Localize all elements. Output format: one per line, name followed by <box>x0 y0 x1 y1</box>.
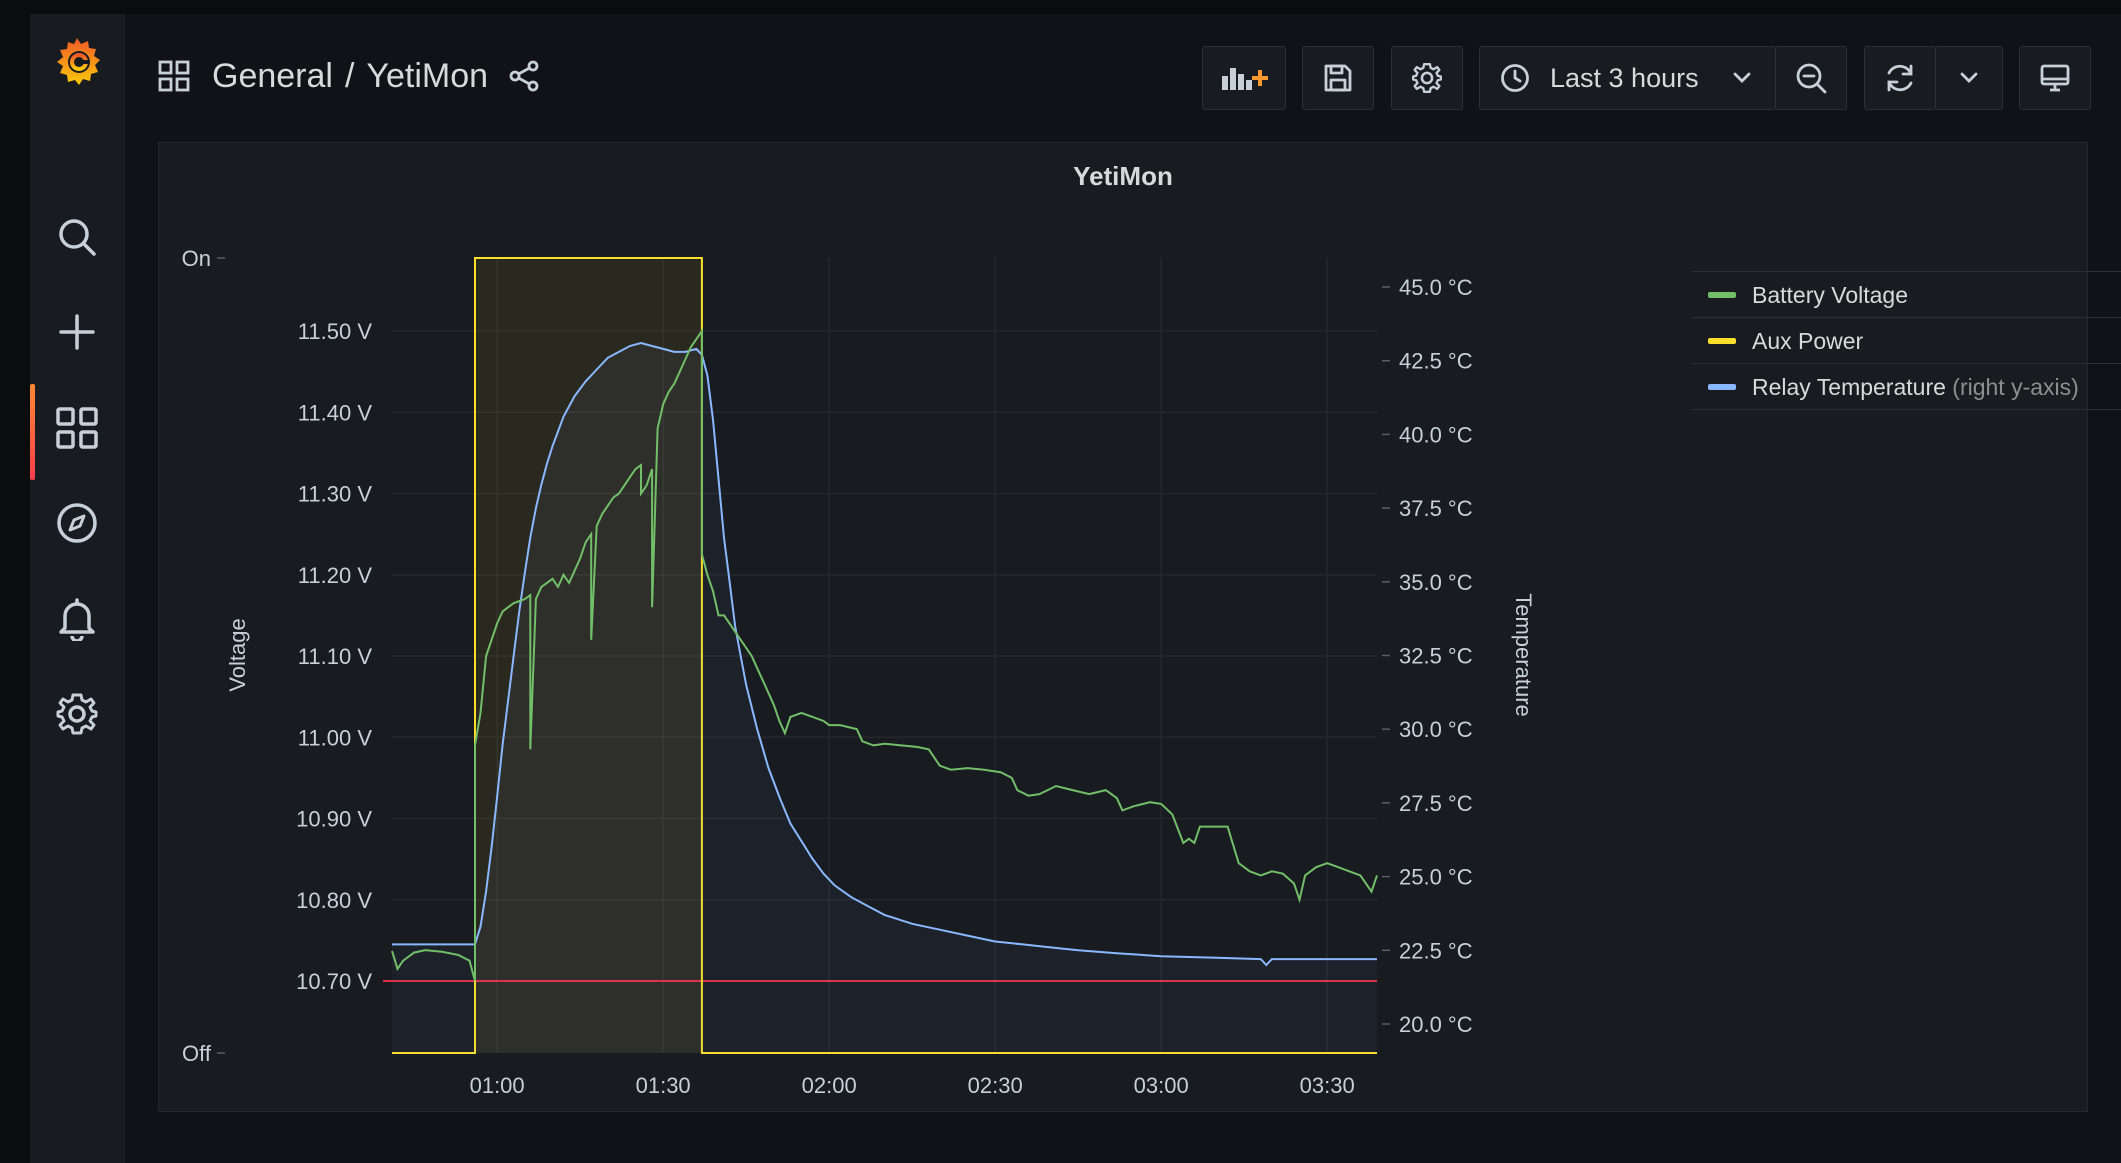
y-right-tick-label: 32.5 °C <box>1399 644 1473 669</box>
panel-title[interactable]: YetiMon <box>1073 161 1173 191</box>
clock-icon <box>1501 64 1529 92</box>
window-top-bar <box>0 0 2121 14</box>
y-right-tick-label: 30.0 °C <box>1399 717 1473 742</box>
y-left-tick-label: 11.30 V <box>298 482 373 507</box>
legend-series-name: Aux Power <box>1752 328 1864 354</box>
dashboard-settings-button[interactable] <box>1391 46 1463 110</box>
series-relay-temperature-area <box>392 343 1377 1053</box>
series-aux-power <box>392 257 1377 1054</box>
legend-row-battery-voltage[interactable]: Battery Voltage 10.83 V <box>1692 272 2121 318</box>
zoom-out-icon <box>1796 63 1827 94</box>
legend-header: Last * <box>1692 231 2121 272</box>
breadcrumb: General / YetiMon <box>158 50 540 102</box>
chart-legend: Last * Battery Voltage 10.83 V Aux Power… <box>1692 231 2121 410</box>
legend-color-swatch <box>1708 292 1736 298</box>
legend-row-aux-power[interactable]: Aux Power Off <box>1692 318 2121 364</box>
legend-row-relay-temperature[interactable]: Relay Temperature (right y-axis) 22.2 °C <box>1692 364 2121 410</box>
legend-series-name: Battery Voltage <box>1752 282 1908 308</box>
side-menu <box>30 14 125 1163</box>
y-right-tick-label: 27.5 °C <box>1399 791 1473 816</box>
window-left-edge <box>0 0 30 1163</box>
explore-icon[interactable] <box>54 500 100 546</box>
monitor-icon <box>2040 64 2070 92</box>
chart-grid <box>392 258 1377 1053</box>
x-tick-label: 02:30 <box>968 1073 1023 1098</box>
chart-series <box>391 257 1378 1054</box>
y-right-tick-label: 37.5 °C <box>1399 496 1473 521</box>
y-state-tick-label: Off <box>182 1041 212 1066</box>
time-picker-button[interactable]: Last 3 hours <box>1479 46 1776 110</box>
page-title[interactable]: YetiMon <box>366 56 489 95</box>
configuration-icon[interactable] <box>54 691 100 737</box>
y-right-tick-label: 35.0 °C <box>1399 570 1473 595</box>
time-range-label: Last 3 hours <box>1550 62 1699 93</box>
legend-color-swatch <box>1708 338 1736 344</box>
grafana-logo[interactable] <box>49 34 105 92</box>
y-right-tick-label: 22.5 °C <box>1399 938 1473 963</box>
save-dashboard-button[interactable] <box>1302 46 1374 110</box>
legend-series-name-wrap: Relay Temperature (right y-axis) <box>1752 374 2079 401</box>
plus-icon[interactable] <box>54 309 100 355</box>
y-right-tick-label: 25.0 °C <box>1399 865 1473 890</box>
refresh-interval-dropdown[interactable] <box>1935 46 2003 110</box>
y-left-tick-label: 11.10 V <box>298 644 373 669</box>
add-panel-button[interactable] <box>1202 46 1286 110</box>
chart-axes: 11.50 V 11.40 V 11.30 V 11.20 V 11.10 V 11.00… <box>182 246 1536 1098</box>
series-relay-temperature <box>392 341 1377 967</box>
y-left-tick-label: 11.00 V <box>298 725 373 750</box>
gear-icon <box>1412 63 1442 93</box>
y-state-tick-label: On <box>182 246 211 271</box>
share-icon[interactable] <box>508 60 540 92</box>
timeseries-chart[interactable]: 11.50 V 11.40 V 11.30 V 11.20 V 11.10 V 11.00… <box>159 143 1679 1113</box>
x-tick-label: 01:30 <box>636 1073 691 1098</box>
x-tick-label: 02:00 <box>802 1073 857 1098</box>
save-icon <box>1324 64 1352 92</box>
x-tick-label: 03:00 <box>1134 1073 1189 1098</box>
dashboards-grid-icon <box>158 60 190 92</box>
y-left-tick-label: 10.80 V <box>296 888 372 913</box>
breadcrumb-separator: / <box>344 56 355 95</box>
refresh-icon <box>1887 64 1913 92</box>
legend-axis-note: (right y-axis) <box>1952 374 2079 400</box>
y-left-tick-label: 10.70 V <box>296 969 372 994</box>
x-tick-label: 03:30 <box>1300 1073 1355 1098</box>
y-left-tick-label: 11.50 V <box>298 319 373 344</box>
zoom-out-button[interactable] <box>1775 46 1847 110</box>
alerting-icon[interactable] <box>54 596 100 642</box>
y-left-axis-title: Voltage <box>225 618 250 691</box>
legend-color-swatch <box>1708 384 1736 390</box>
y-right-tick-label: 45.0 °C <box>1399 275 1473 300</box>
refresh-button[interactable] <box>1864 46 1936 110</box>
y-right-tick-label: 20.0 °C <box>1399 1012 1473 1037</box>
y-right-tick-label: 42.5 °C <box>1399 349 1473 374</box>
legend-series-name: Relay Temperature <box>1752 374 1946 400</box>
y-left-tick-label: 11.40 V <box>298 400 373 425</box>
y-left-tick-label: 10.90 V <box>296 807 372 832</box>
breadcrumb-folder[interactable]: General <box>212 56 333 95</box>
chevron-down-icon <box>1733 72 1751 83</box>
y-right-tick-label: 40.0 °C <box>1399 422 1473 447</box>
dashboards-icon[interactable] <box>54 405 100 451</box>
yetimon-panel: YetiMon 11.50 V 11.40 V 11.30 V 11.20 V 11.1… <box>158 142 2121 1113</box>
y-left-tick-label: 11.20 V <box>298 563 373 588</box>
y-right-axis-title: Temperature <box>1511 593 1536 717</box>
active-menu-indicator <box>30 384 35 480</box>
chevron-down-icon <box>1960 72 1978 83</box>
x-tick-label: 01:00 <box>470 1073 525 1098</box>
view-mode-button[interactable] <box>2019 46 2091 110</box>
search-icon[interactable] <box>54 214 100 260</box>
series-battery-voltage <box>391 327 1378 982</box>
add-panel-icon <box>1222 68 1268 90</box>
